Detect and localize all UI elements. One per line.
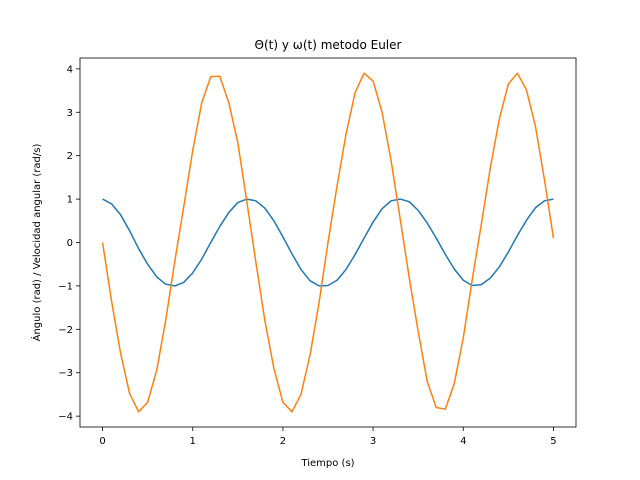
x-tick-label: 1 xyxy=(190,436,196,447)
series-line-0 xyxy=(102,198,554,287)
x-tick-label: 4 xyxy=(460,436,466,447)
series-layer xyxy=(101,72,555,413)
chart-title: Θ(t) y ω(t) metodo Euler xyxy=(255,38,402,52)
x-axis-label: Tiempo (s) xyxy=(300,458,354,469)
x-axis: 0 1 2 3 4 5 xyxy=(99,427,557,447)
series-line-1 xyxy=(101,72,555,413)
y-tick-label: 0 xyxy=(67,238,73,249)
y-tick-label: 1 xyxy=(67,195,73,206)
y-tick-label: 4 xyxy=(67,64,73,75)
y-axis: −4 −3 −2 −1 0 1 2 3 4 xyxy=(58,64,80,423)
y-axis-label: Ángulo (rad) / Velocidad angular (rad/s) xyxy=(30,144,43,342)
x-tick-label: 3 xyxy=(370,436,376,447)
y-tick-label: −1 xyxy=(58,281,73,292)
y-tick-label: −3 xyxy=(58,368,73,379)
y-tick-label: 2 xyxy=(67,151,73,162)
y-tick-label: −2 xyxy=(58,325,73,336)
y-tick-label: 3 xyxy=(67,108,73,119)
x-tick-label: 2 xyxy=(280,436,286,447)
x-tick-label: 0 xyxy=(99,436,105,447)
x-tick-label: 5 xyxy=(550,436,556,447)
y-tick-label: −4 xyxy=(58,412,73,423)
